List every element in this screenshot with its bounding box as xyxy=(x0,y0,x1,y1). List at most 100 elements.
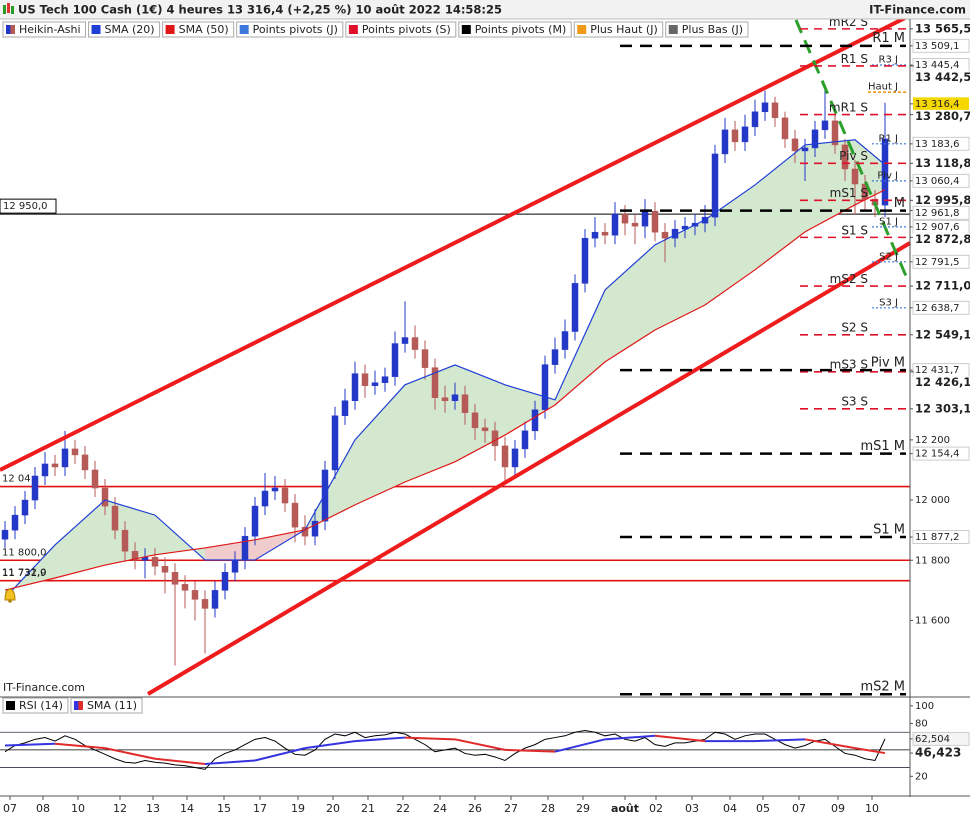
legend-box xyxy=(665,21,749,38)
bell-body xyxy=(4,588,16,601)
y-label-box xyxy=(913,716,969,730)
legend-label: Points pivots (J) xyxy=(253,23,338,36)
candle-body xyxy=(291,502,299,528)
x-tick-label: 07 xyxy=(792,802,806,815)
y-label-box xyxy=(912,38,970,53)
y-tick-label: 12 431,7 xyxy=(915,365,960,376)
candle-body xyxy=(11,514,19,531)
legend-swatch xyxy=(78,701,83,710)
legend-box xyxy=(458,21,572,38)
pivot-name: mS2 M xyxy=(860,680,905,695)
candle-body xyxy=(351,373,359,401)
candle-body xyxy=(261,490,269,507)
y-tick-label: 62,504 xyxy=(915,734,950,745)
y-label-box xyxy=(913,22,969,36)
x-tick-label: 29 xyxy=(576,802,590,815)
y-label-box xyxy=(913,553,969,567)
legend-swatch xyxy=(10,25,15,34)
y-label-box xyxy=(913,232,969,246)
legend-swatch xyxy=(165,25,175,34)
candle-body xyxy=(111,505,119,531)
y-tick-label: 13 280,7 xyxy=(915,109,970,123)
trend-dashed xyxy=(794,19,908,277)
rsi-sma-segment xyxy=(804,738,856,750)
candle-body xyxy=(281,487,289,504)
candle-body xyxy=(771,102,779,119)
legend-swatch xyxy=(239,25,249,34)
y-tick-label: 13 316,4 xyxy=(915,99,960,110)
candle-body xyxy=(131,550,139,561)
candle-body xyxy=(601,231,609,236)
candle-body xyxy=(641,210,649,227)
x-tick-label: 09 xyxy=(831,802,845,815)
candle-body xyxy=(781,117,789,140)
sma-fill xyxy=(755,144,805,270)
rsi-sma-segment xyxy=(304,740,356,750)
candle-body xyxy=(161,566,169,573)
legend-label: SMA (20) xyxy=(105,23,155,36)
y-tick-label: 20 xyxy=(915,771,928,782)
rsi-sma-segment xyxy=(554,738,606,753)
y-tick-label: 11 600 xyxy=(915,615,950,626)
y-label-box xyxy=(913,433,969,447)
pivot-name: Piv J xyxy=(877,170,898,181)
candle-body xyxy=(121,529,129,552)
y-label-box xyxy=(912,254,970,269)
h-line-label: 11 731,9 xyxy=(2,568,47,579)
candle-body xyxy=(751,111,759,128)
pivot-name: R1 S xyxy=(841,52,868,66)
x-tick-label: 10 xyxy=(71,802,85,815)
legend-item: Points pivots (S) xyxy=(345,21,457,38)
y-tick-label: 12 907,6 xyxy=(915,222,960,233)
rsi-sma-segment xyxy=(4,742,56,747)
x-tick-label: 03 xyxy=(685,802,699,815)
y-label-box xyxy=(912,446,970,461)
x-tick-label: 15 xyxy=(217,802,231,815)
h-line-label-box xyxy=(0,198,57,214)
y-label-box xyxy=(913,769,969,783)
sma-fill xyxy=(655,219,705,331)
pivot-name: M xyxy=(894,196,905,211)
y-label-box xyxy=(913,71,969,85)
candle-body xyxy=(561,331,569,350)
candle-body xyxy=(461,394,469,414)
watermark: IT-Finance.com xyxy=(3,681,85,694)
x-tick-label: 13 xyxy=(146,802,160,815)
sma-fill xyxy=(405,364,455,483)
candle-body xyxy=(821,120,829,131)
candle-body xyxy=(581,237,589,284)
candle-body xyxy=(21,499,29,516)
legend-box xyxy=(88,21,161,38)
y-tick-label: 12 872,8 xyxy=(915,232,970,246)
legend-label: Points pivots (M) xyxy=(475,23,566,36)
pivot-name: mS2 S xyxy=(830,272,868,286)
pivot-name: R1 M xyxy=(872,31,905,46)
candle-body xyxy=(721,129,729,155)
rsi-sma-segment xyxy=(154,757,206,766)
source: IT-Finance.com xyxy=(869,3,966,17)
pivot-name: R1 J xyxy=(879,133,898,144)
candle-body xyxy=(481,427,489,432)
legend-item: Points pivots (M) xyxy=(458,21,572,38)
pivot-name: S2 J xyxy=(879,251,898,262)
sma-line xyxy=(4,139,886,599)
x-tick-label: 27 xyxy=(504,802,518,815)
rsi-sma-segment xyxy=(754,738,806,743)
y-tick-label: 12 961,8 xyxy=(915,208,960,219)
legend-box xyxy=(236,21,344,38)
legend-box xyxy=(345,21,457,38)
x-tick-label: 24 xyxy=(433,802,447,815)
y-label-box xyxy=(913,279,969,293)
rsi-line xyxy=(4,730,886,770)
y-tick-label: 46,423 xyxy=(915,746,961,760)
candle-body xyxy=(1,529,9,540)
candle-body xyxy=(431,367,439,398)
background-lines xyxy=(0,213,910,582)
levels-layer: 12 950,0 12 04 11 800,0 11 732,011 731,9 R3 … xyxy=(0,15,970,815)
candle-body xyxy=(611,213,619,236)
candles-layer xyxy=(1,84,889,666)
pivot-name: S2 S xyxy=(841,321,868,335)
legend-label: Plus Bas (J) xyxy=(682,23,743,36)
rsi-sma-segment xyxy=(354,736,406,743)
